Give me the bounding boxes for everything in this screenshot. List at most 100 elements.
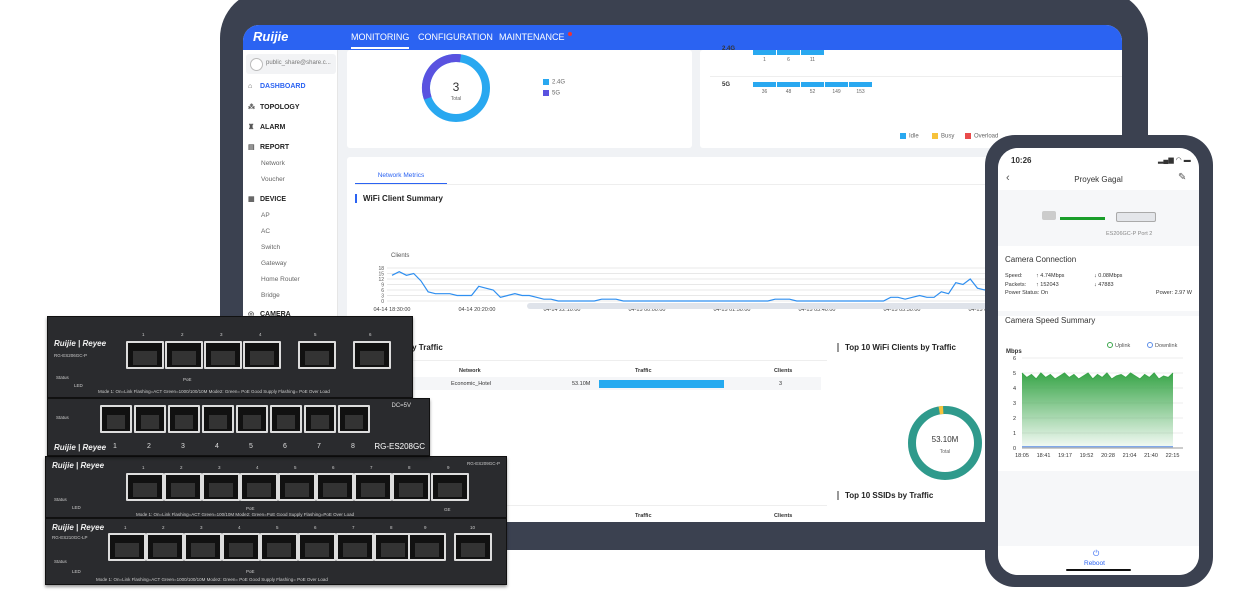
band-24g-label: 2.4G (722, 46, 736, 52)
port-number: 6 (332, 465, 335, 470)
chart-zoom-scrollbar[interactable] (527, 303, 1122, 309)
speed-summary-card: Camera Speed Summary Mbps Uplink Downlink 0… (998, 316, 1199, 471)
poe-label: PoE (246, 506, 255, 511)
ethernet-port (270, 405, 302, 433)
reboot-button[interactable]: Reboot (1084, 560, 1105, 567)
ethernet-port (338, 405, 370, 433)
divider (710, 76, 1122, 77)
legend-swatch (900, 133, 906, 139)
x-tick-label: 04-14 22:10:00 (543, 307, 580, 313)
nav-monitoring[interactable]: MONITORING (351, 32, 410, 49)
dashboard-screen: Ruijie MONITORING CONFIGURATION MAINTENA… (243, 25, 1122, 522)
sidebar-item-topology[interactable]: ⁂ TOPOLOGY (248, 103, 300, 111)
col-clients: Clients (774, 368, 793, 374)
port-number: 4 (238, 525, 241, 530)
packets-up-value: 152043 (1040, 282, 1059, 288)
x-tick-label: 04-15 00:00:00 (628, 307, 665, 313)
sidebar-item-switch[interactable]: Switch (261, 244, 281, 251)
model-label: RG-ES210GC-LP (52, 535, 88, 540)
sidebar-item-gateway[interactable]: Gateway (261, 260, 287, 267)
switch-rg-es210gc-lp: Ruijie | Reyee RG-ES210GC-LP Status LED Mode… (45, 518, 507, 585)
ethernet-port (146, 533, 184, 561)
switch-rg-es209gc-p: Ruijie | Reyee RG-ES209GC-P Status LED Mode … (45, 456, 507, 518)
sidebar-item-ap[interactable]: AP (261, 212, 270, 219)
ethernet-port (392, 473, 430, 501)
ethernet-port (126, 473, 164, 501)
brand-logo: Ruijie | Reyee (52, 523, 105, 532)
sidebar-item-network[interactable]: Network (261, 160, 285, 167)
legend-label: Busy (941, 133, 955, 140)
sidebar-item-device[interactable]: ▦ DEVICE (248, 195, 286, 203)
tab-network-metrics[interactable]: Network Metrics (355, 172, 447, 184)
sidebar-item-camera[interactable]: ◎ CAMERA (248, 310, 291, 318)
legend-marker (1147, 342, 1153, 348)
edit-icon[interactable]: ✎ (1178, 172, 1187, 183)
sidebar-item-alarm[interactable]: ♜ ALARM (248, 123, 285, 131)
wifi-summary-title: WiFi Client Summary (355, 194, 443, 203)
brand-logo: Ruijie | Reyee (54, 339, 107, 348)
port-number: 5 (276, 525, 279, 530)
legend-busy: Busy (932, 133, 954, 140)
x-tick-label: 04-14 20:20:00 (458, 307, 495, 313)
channel-label: 1 (763, 57, 766, 63)
led-label: LED (72, 505, 81, 510)
donut-segment (908, 406, 982, 480)
legend-swatch (543, 79, 549, 85)
poe-label: PoE (246, 569, 255, 574)
legend-swatch (543, 90, 549, 96)
sidebar-item-report[interactable]: ▤ REPORT (248, 143, 289, 151)
sidebar-item-bridge[interactable]: Bridge (261, 292, 280, 299)
mode-legend: Mode 1: On=Link Flashing=ACT Green=100/1… (136, 512, 355, 517)
sidebar-item-ac[interactable]: AC (261, 228, 271, 235)
port-number: 5 (294, 465, 297, 470)
port-number: 1 (142, 465, 145, 470)
x-tick-label: 18:05 (1015, 453, 1029, 459)
top-nav-bar: Ruijie MONITORING CONFIGURATION MAINTENA… (243, 25, 1122, 50)
switch-rg-es206gc-p: Ruijie | Reyee RG-ES206GC-P Status LED Mode … (47, 316, 413, 398)
legend-24g: 2.4G (543, 79, 565, 86)
status-label: Status (54, 559, 67, 564)
clients-total-label: Total (450, 96, 462, 102)
connection-card: Camera Connection Speed: Packets: ↑ 4.74M… (998, 246, 1199, 311)
back-icon[interactable]: ‹ (1006, 172, 1010, 184)
port-number: 7 (370, 465, 373, 470)
model-label: RG-ES208GC (374, 442, 425, 451)
sidebar-item-dashboard[interactable]: ⌂ DASHBOARD (248, 83, 306, 90)
port-number: 6 (314, 525, 317, 530)
packets-label: Packets: (1005, 282, 1027, 288)
col-network: Network (459, 368, 481, 374)
ethernet-port (374, 533, 412, 561)
sidebar-item-voucher[interactable]: Voucher (261, 176, 285, 183)
sidebar-item-home-router[interactable]: Home Router (261, 276, 300, 283)
device-icon: ▦ (248, 196, 255, 203)
uplink-line (1021, 372, 1174, 380)
mode-legend: Mode 1: On=Link Flashing=ACT Green=1000/… (98, 389, 330, 394)
x-tick-label: 21:40 (1144, 453, 1158, 459)
nav-maintenance[interactable]: MAINTENANCE (499, 32, 572, 42)
dc-power-label: DC=5V (391, 403, 411, 409)
port-number: 3 (200, 525, 203, 530)
ethernet-port (454, 533, 492, 561)
x-tick-label: 19:17 (1058, 453, 1072, 459)
port-number: 1 (113, 443, 117, 450)
label: REPORT (260, 144, 290, 151)
port-number: 3 (220, 332, 223, 337)
label: DEVICE (260, 196, 287, 203)
port-number: 8 (351, 443, 355, 450)
account-selector[interactable]: public_share@share.c... (246, 54, 336, 74)
legend-label: 2.4G (552, 79, 566, 86)
power-icon: ⏻ (1093, 549, 1100, 558)
home-indicator (1066, 569, 1131, 571)
ethernet-port (100, 405, 132, 433)
nav-configuration[interactable]: CONFIGURATION (418, 32, 493, 42)
cell-clients: 3 (779, 381, 783, 387)
port-number: 6 (283, 443, 287, 450)
top-clients-label: Total (939, 449, 951, 455)
speed-down: ↓ 0.08Mbps (1094, 273, 1123, 279)
ethernet-port (316, 473, 354, 501)
port-number: 5 (314, 332, 317, 337)
channel-label: 48 (785, 89, 792, 95)
x-tick-label: 04-15 03:40:00 (798, 307, 835, 313)
channel-label: 11 (809, 57, 816, 63)
port-number: 8 (408, 465, 411, 470)
